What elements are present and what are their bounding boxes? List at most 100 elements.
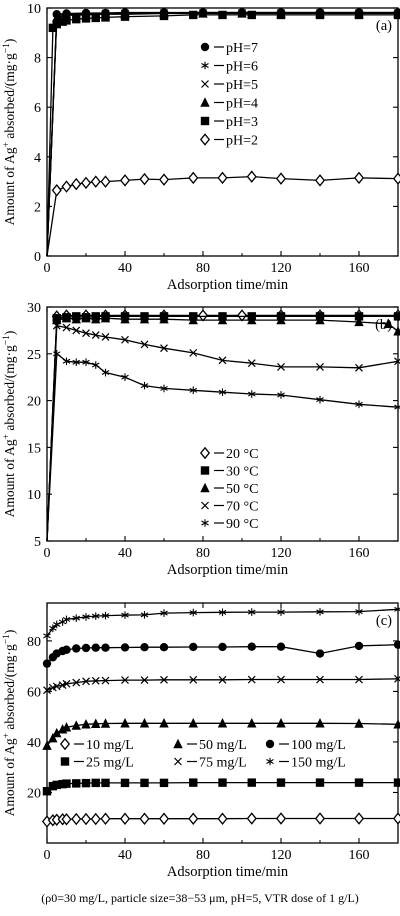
data-point: [276, 718, 286, 728]
data-point: [81, 719, 91, 729]
legend-label: 50 mg/L: [199, 738, 247, 753]
data-point: [247, 642, 256, 651]
legend-label: 25 mg/L: [86, 756, 134, 771]
data-point: [91, 361, 100, 369]
legend-marker: [200, 466, 210, 475]
series-line: [46, 175, 399, 257]
legend-marker: [200, 116, 210, 126]
data-point: [91, 612, 100, 620]
series-line: [46, 12, 398, 257]
x-tick-label: 80: [196, 546, 210, 561]
data-point: [71, 177, 82, 191]
data-point: [72, 614, 81, 622]
x-tick-label: 80: [196, 261, 210, 276]
data-point: [218, 778, 227, 787]
data-point: [61, 813, 72, 826]
data-point: [52, 620, 61, 629]
legend-label: 30 °C: [226, 465, 258, 480]
data-point: [51, 184, 62, 197]
data-point: [159, 718, 169, 728]
x-tick-label: 120: [271, 546, 292, 561]
y-tick-label: 8: [34, 52, 41, 67]
x-tick-label: 0: [44, 546, 51, 561]
data-point: [52, 727, 62, 738]
data-point: [247, 359, 256, 368]
data-point: [217, 171, 228, 185]
data-point: [392, 172, 400, 185]
data-point: [236, 309, 248, 322]
data-point: [159, 313, 169, 324]
series-line: [46, 11, 398, 257]
data-point: [189, 675, 198, 684]
y-tick-label: 2: [34, 200, 41, 215]
data-point: [100, 313, 111, 323]
data-point: [139, 172, 150, 186]
data-point: [52, 314, 62, 325]
legend: 20 °C 30 °C 50 °C 70 °C 90 °C: [199, 446, 258, 532]
legend-marker: [201, 519, 209, 527]
data-point: [355, 675, 363, 684]
data-point: [119, 174, 131, 187]
chart-caption: (ρ0=30 mg/L, particle size=38−53 μm, pH=…: [41, 891, 359, 905]
legend-label: pH=4: [226, 97, 258, 112]
series-90-c: [46, 350, 400, 542]
data-point: [62, 16, 71, 25]
data-point: [247, 778, 256, 787]
data-point: [120, 12, 130, 21]
data-point: [354, 641, 364, 651]
data-point: [394, 357, 400, 366]
y-tick-label: 5: [34, 535, 41, 550]
data-point: [354, 778, 364, 787]
y-tick-label: 15: [27, 441, 41, 456]
data-point: [101, 13, 110, 22]
legend-marker: [200, 482, 210, 493]
data-point: [355, 607, 363, 616]
data-point: [121, 373, 129, 381]
data-point: [276, 642, 286, 651]
data-point: [189, 778, 198, 787]
legend-marker: [174, 757, 182, 766]
x-tick-label: 160: [349, 848, 370, 863]
data-point: [315, 314, 325, 325]
data-point: [315, 718, 325, 728]
series-100-mg-l: [42, 640, 400, 668]
data-point: [61, 313, 72, 323]
legend-label: 90 °C: [226, 517, 258, 532]
x-tick-label: 40: [118, 848, 132, 863]
data-point: [188, 314, 198, 325]
y-axis-label: Amount of Ag+ absorbed/(mg·g−1): [2, 630, 17, 817]
data-point: [160, 609, 168, 617]
data-point: [43, 632, 51, 640]
data-point: [52, 350, 61, 358]
data-point: [62, 645, 71, 654]
data-point: [247, 390, 256, 398]
data-point: [354, 312, 364, 321]
data-point: [82, 329, 90, 338]
data-point: [392, 812, 400, 825]
legend-label: 150 mg/L: [291, 756, 346, 771]
data-point: [91, 778, 100, 788]
series-150-mg-l: [43, 605, 400, 640]
series-line: [46, 314, 398, 542]
data-point: [315, 778, 325, 787]
data-point: [158, 812, 170, 825]
legend-label: pH=3: [226, 115, 258, 130]
data-point: [140, 611, 149, 619]
data-point: [72, 14, 81, 24]
data-point: [218, 675, 227, 684]
data-point: [393, 312, 400, 321]
data-point: [160, 344, 168, 353]
data-point: [81, 778, 91, 788]
y-tick-label: 20: [27, 395, 41, 410]
data-point: [121, 335, 129, 344]
data-point: [393, 719, 400, 729]
data-point: [160, 384, 168, 393]
data-point: [217, 812, 228, 825]
data-point: [276, 10, 286, 20]
data-point: [247, 718, 257, 728]
legend-label: 70 °C: [226, 500, 258, 515]
x-tick-label: 40: [118, 261, 132, 276]
x-tick-label: 160: [349, 261, 370, 276]
data-point: [247, 675, 256, 684]
y-tick-label: 20: [27, 786, 41, 801]
